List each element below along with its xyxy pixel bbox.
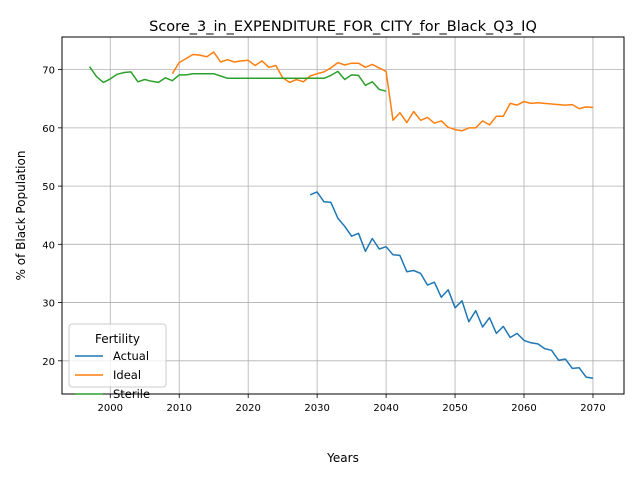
x-axis-label: Years (326, 451, 359, 465)
x-tick-label: 2030 (304, 403, 329, 414)
legend-items: Actual Ideal Sterile (75, 349, 150, 401)
legend: Fertility Actual Ideal Sterile (68, 323, 167, 401)
y-tick-label: 50 (42, 182, 55, 193)
legend-label-sterile: Sterile (113, 387, 150, 401)
y-tick-label: 30 (42, 299, 55, 310)
y-tick-label: 40 (42, 240, 55, 251)
y-tick-label: 20 (42, 357, 55, 368)
axis-ticks: 2000 2010 2020 2030 2040 2050 2060 207020304050… (42, 66, 605, 414)
x-tick-label: 2060 (511, 403, 536, 414)
y-tick-label: 60 (42, 124, 55, 135)
series-line-ideal (171, 51, 594, 132)
series-line-actual (309, 191, 594, 380)
x-tick-label: 2010 (167, 403, 192, 414)
legend-label-actual: Actual (113, 349, 149, 363)
chart-title: Score_3_in_EXPENDITURE_FOR_CITY_for_Blac… (149, 19, 537, 35)
x-tick-label: 2020 (235, 403, 260, 414)
legend-title: Fertility (95, 332, 140, 346)
x-tick-label: 2000 (98, 403, 123, 414)
y-axis-label: % of Black Population (14, 151, 28, 281)
y-tick-label: 70 (42, 66, 55, 77)
x-tick-label: 2050 (442, 403, 467, 414)
series-lines (88, 51, 594, 380)
plot-frame (61, 36, 625, 395)
x-tick-label: 2070 (580, 403, 605, 414)
legend-label-ideal: Ideal (113, 368, 141, 382)
series-line-sterile (88, 66, 387, 92)
x-tick-label: 2040 (373, 403, 398, 414)
legend-box (68, 323, 167, 388)
